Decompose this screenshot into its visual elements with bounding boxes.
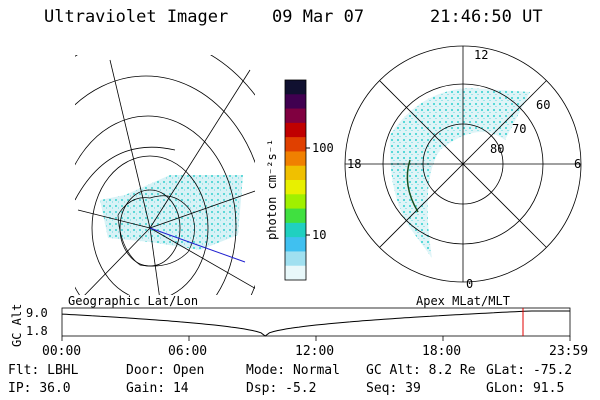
param-gain: Gain: 14 [126, 381, 189, 396]
param-door: Door: Open [126, 363, 205, 378]
uv-swath-geo [100, 175, 243, 250]
param-glon: GLon: 91.5 [486, 381, 565, 396]
altitude-ylabel: GC Alt [10, 303, 24, 347]
param-glat: GLat: -75.2 [486, 363, 573, 378]
colorbar-band [285, 222, 306, 238]
param-flt: Flt: LBHL [8, 363, 79, 378]
mlt-label-18: 18 [347, 157, 362, 171]
colorbar-band [285, 265, 306, 281]
altitude-ytick-min: 1.8 [26, 324, 48, 338]
mlt-label-6: 6 [574, 157, 582, 171]
time-label: 21:46:50 UT [430, 7, 543, 27]
date-label: 09 Mar 07 [272, 7, 365, 27]
colorbar-band [285, 165, 306, 181]
colorbar-band [285, 251, 306, 267]
colorbar-band [285, 122, 306, 138]
geographic-label: Geographic Lat/Lon [68, 294, 199, 308]
mlat-label-70: 70 [512, 122, 527, 136]
param-dsp: Dsp: -5.2 [246, 381, 317, 396]
colorbar-band [285, 94, 306, 110]
altitude-xtick-0: 00:00 [42, 344, 82, 359]
colorbar-band [285, 137, 306, 152]
mlat-label-60: 60 [536, 98, 551, 112]
colorbar-band [285, 208, 306, 224]
colorbar-band [285, 151, 306, 167]
mlt-label-12: 12 [474, 48, 489, 62]
uv-swath-polar [389, 88, 530, 258]
param-seq: Seq: 39 [366, 381, 421, 396]
mlat-label-80: 80 [490, 142, 505, 156]
colorbar-band [285, 80, 306, 95]
altitude-xtick-1: 06:00 [168, 344, 208, 359]
colorbar-tick-10: 10 [312, 228, 327, 242]
colorbar-band [285, 180, 306, 195]
param-gc-alt: GC Alt: 8.2 Re [366, 363, 476, 378]
apex-label: Apex MLat/MLT [416, 294, 510, 308]
colorbar-band [285, 237, 306, 252]
altitude-ytick-max: 9.0 [26, 306, 48, 320]
altitude-xtick-3: 18:00 [422, 344, 462, 359]
colorbar-band [285, 108, 306, 124]
colorbar-band [285, 194, 306, 210]
altitude-xtick-2: 12:00 [295, 344, 335, 359]
instrument-title: Ultraviolet Imager [44, 7, 229, 27]
colorbar-tick-100: 100 [312, 141, 334, 155]
param-ip: IP: 36.0 [8, 381, 71, 396]
param-mode: Mode: Normal [246, 363, 340, 378]
mlt-label-0: 0 [466, 277, 474, 291]
altitude-xtick-4: 23:59 [549, 344, 589, 359]
